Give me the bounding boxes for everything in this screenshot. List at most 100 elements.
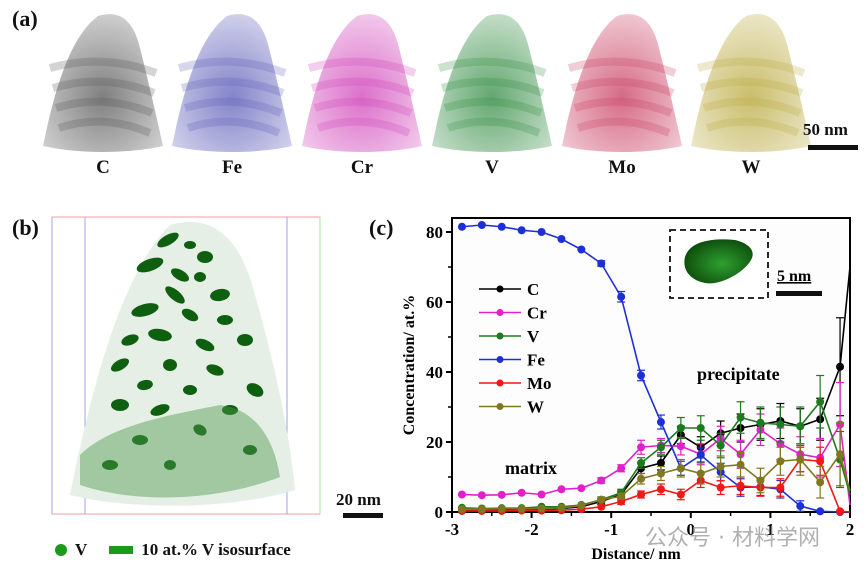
panel-b-scale-bar [343, 513, 383, 518]
data-point-w [796, 455, 805, 464]
data-point-mo [776, 483, 785, 492]
data-point-cr [676, 442, 685, 451]
legend-marker-v [496, 332, 504, 340]
data-point-v [796, 422, 805, 431]
precipitate-blob [164, 460, 176, 470]
precipitate-blob [195, 338, 215, 352]
precipitate-blob [131, 303, 159, 317]
data-point-fe [477, 221, 486, 229]
precipitate-blob [243, 445, 257, 455]
y-axis-label: Concentration/ at.% [401, 295, 418, 435]
x-tick-label: -3 [445, 520, 459, 539]
atom-map-c [43, 14, 163, 152]
data-point-c [836, 362, 845, 371]
legend-label-c: C [527, 280, 539, 299]
data-point-fe [796, 502, 805, 511]
legend-marker-c [496, 285, 504, 293]
precipitate-blob [121, 334, 139, 346]
atom-map-fe [172, 14, 292, 152]
precipitate-blob [148, 328, 172, 342]
data-point-cr [617, 464, 626, 473]
data-point-fe [457, 222, 466, 231]
atom-map-mo [562, 14, 682, 152]
element-label-cr: Cr [350, 157, 374, 178]
data-point-w [477, 505, 486, 514]
data-point-w [517, 504, 526, 513]
legend-marker-fe [496, 356, 504, 363]
y-tick-label: 40 [426, 363, 443, 382]
data-point-w [776, 457, 785, 466]
precipitate-blob [102, 460, 118, 470]
precipitate-inset-icon [684, 239, 753, 284]
x-tick-label: 0 [687, 520, 696, 539]
data-point-w [597, 495, 606, 504]
data-point-w [537, 504, 546, 513]
panel-b-legend: V 10 at.% V isosurface [55, 540, 291, 560]
data-point-cr [477, 491, 486, 500]
atom-map-cr [302, 14, 422, 152]
inset-scale-label: 5 nm [777, 268, 812, 285]
data-point-mo [736, 481, 745, 490]
annotation-precipitate: precipitate [697, 364, 780, 384]
annotation-matrix: matrix [505, 458, 557, 478]
legend-marker-w [496, 403, 504, 410]
data-point-w [696, 469, 705, 478]
x-tick-label: 2 [846, 520, 855, 539]
isosurface-bar-icon [109, 546, 134, 554]
isosurface-precipitates [80, 232, 280, 498]
legend-label-fe: Fe [527, 351, 545, 370]
data-point-fe [696, 450, 705, 459]
precipitate-blob [184, 241, 196, 249]
legend-label-mo: Mo [527, 374, 552, 393]
y-tick-label: 20 [426, 433, 443, 452]
data-point-mo [597, 502, 606, 511]
data-point-mo [836, 507, 845, 516]
data-point-v [656, 443, 665, 452]
data-point-fe [577, 245, 586, 254]
precipitate-blob [157, 232, 179, 248]
x-tick-label: 1 [766, 520, 775, 539]
data-point-cr [497, 490, 506, 499]
data-point-w [497, 504, 506, 513]
data-point-w [676, 464, 685, 473]
panel-b-3d-reconstruction [51, 216, 321, 515]
element-label-fe: Fe [221, 157, 243, 178]
data-point-mo [676, 490, 685, 499]
data-point-cr [597, 476, 606, 485]
atom-map-v [432, 14, 552, 152]
data-point-v [816, 397, 825, 406]
precipitate-blob [110, 358, 130, 372]
data-point-w [617, 492, 626, 501]
data-point-w [736, 460, 745, 469]
x-tick-label: -2 [525, 520, 539, 539]
precipitate-blob [170, 268, 190, 282]
data-point-c [656, 459, 665, 467]
legend-marker-mo [496, 379, 504, 387]
data-point-w [756, 476, 765, 485]
data-point-mo [637, 490, 646, 499]
precipitate-blob [163, 359, 177, 371]
data-point-mo [716, 483, 725, 492]
data-point-w [557, 503, 566, 512]
precipitate-blob [217, 315, 233, 325]
data-point-fe [557, 235, 566, 243]
legend-isosurface-label: 10 at.% V isosurface [141, 540, 291, 559]
legend-marker-cr [496, 309, 504, 316]
data-point-w [577, 501, 586, 510]
precipitate-blob [194, 272, 206, 282]
data-point-w [836, 450, 845, 459]
y-tick-label: 0 [435, 503, 444, 522]
tip-volume [70, 221, 295, 506]
data-point-w [716, 462, 725, 471]
data-point-cr [557, 485, 566, 494]
precipitate-blob [136, 257, 164, 273]
element-label-mo: Mo [608, 157, 636, 178]
panel-a-label: (a) [12, 6, 38, 31]
x-tick-label: -1 [604, 520, 618, 539]
panel-c-label: (c) [369, 215, 394, 240]
panel-b-scale-label: 20 nm [336, 490, 381, 509]
data-point-fe [597, 259, 606, 268]
watermark: 公众号 · 材料学网 [645, 526, 820, 551]
data-point-w [457, 505, 466, 514]
